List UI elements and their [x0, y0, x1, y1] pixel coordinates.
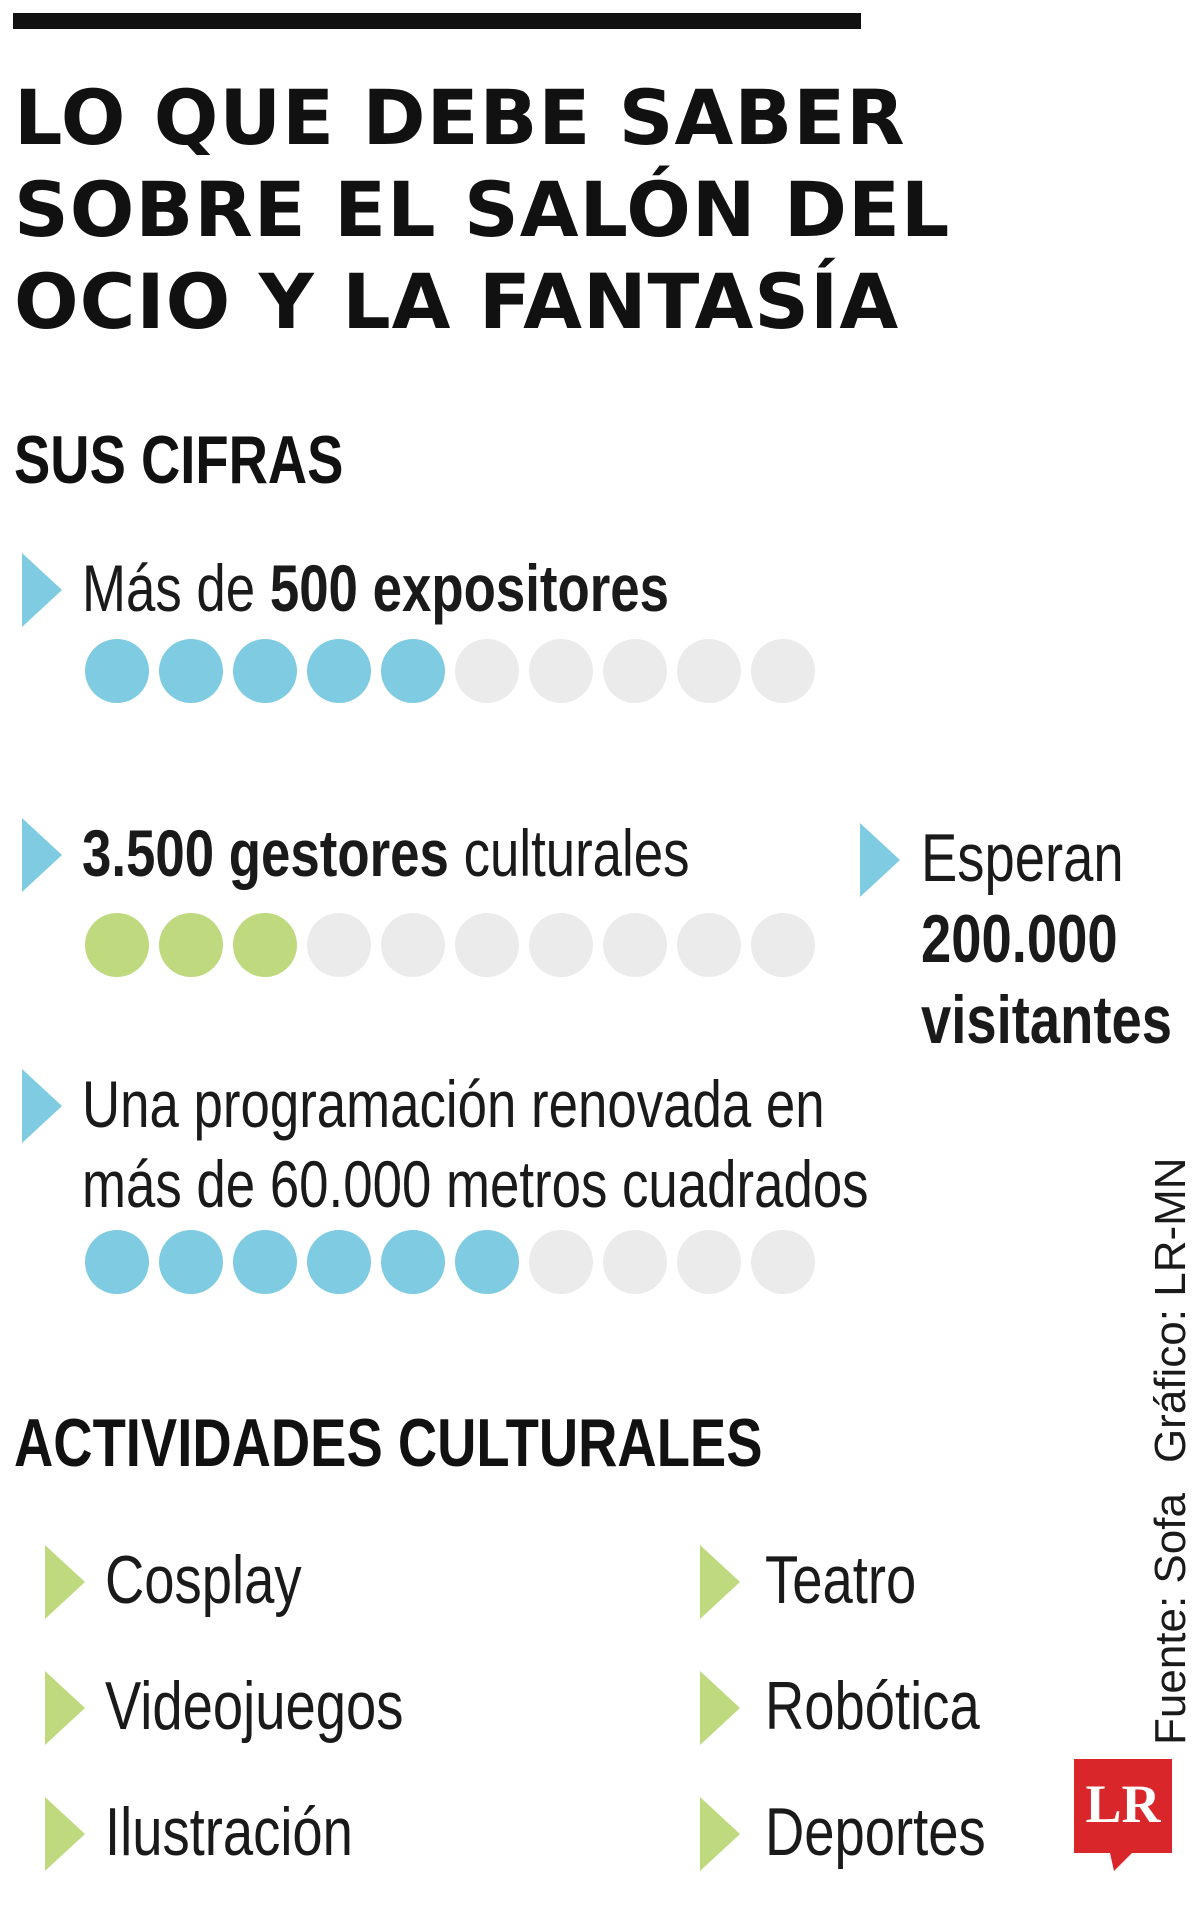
bullet-arrow-icon — [45, 1797, 85, 1871]
credit-source: Fuente: Sofa — [1146, 1493, 1195, 1745]
top-rule — [13, 13, 861, 29]
dot-meter-expositores — [85, 639, 815, 703]
dot-empty — [603, 1230, 667, 1294]
visitors-callout: Esperan 200.000 visitantes — [921, 818, 1172, 1061]
bullet-arrow-icon — [45, 1545, 85, 1619]
activity-item: Deportes — [765, 1794, 986, 1870]
stat-line-1: Una programación renovada en — [82, 1067, 825, 1141]
activity-item: Cosplay — [105, 1542, 302, 1618]
dot-empty — [455, 913, 519, 977]
stat-programacion: Una programación renovada en más de 60.0… — [82, 1064, 869, 1224]
dot-empty — [529, 913, 593, 977]
lr-logo: LR — [1074, 1759, 1172, 1871]
dot-empty — [751, 639, 815, 703]
stat-highlight: 3.500 gestores — [82, 816, 449, 890]
stat-line-2: más de 60.000 metros cuadrados — [82, 1147, 869, 1221]
dot-filled — [233, 1230, 297, 1294]
page-title: LO QUE DEBE SABER SOBRE EL SALÓN DEL OCI… — [14, 72, 951, 348]
dot-filled — [233, 913, 297, 977]
activity-item: Videojuegos — [105, 1668, 404, 1744]
dot-empty — [677, 639, 741, 703]
activities-heading: ACTIVIDADES CULTURALES — [14, 1405, 763, 1481]
dot-empty — [603, 639, 667, 703]
bullet-arrow-icon — [700, 1545, 740, 1619]
dot-empty — [677, 913, 741, 977]
dot-filled — [307, 1230, 371, 1294]
dot-meter-programacion — [85, 1230, 815, 1294]
title-line-2: SOBRE EL SALÓN DEL — [14, 165, 951, 254]
activity-item: Ilustración — [105, 1794, 353, 1870]
dot-filled — [381, 1230, 445, 1294]
dot-empty — [751, 1230, 815, 1294]
bullet-arrow-icon — [22, 1069, 62, 1143]
stat-highlight: 500 expositores — [269, 551, 669, 625]
dot-empty — [307, 913, 371, 977]
dot-filled — [85, 639, 149, 703]
stat-prefix: Más de — [82, 551, 270, 625]
logo-text: LR — [1085, 1774, 1161, 1834]
bullet-arrow-icon — [45, 1671, 85, 1745]
bullet-arrow-icon — [22, 553, 62, 627]
bullet-arrow-icon — [700, 1671, 740, 1745]
title-line-3: OCIO Y LA FANTASÍA — [14, 257, 900, 346]
stat-expositores: Más de 500 expositores — [82, 548, 669, 628]
dot-filled — [85, 1230, 149, 1294]
dot-empty — [603, 913, 667, 977]
dot-filled — [381, 639, 445, 703]
credit-graphic: Gráfico: LR-MN — [1146, 1157, 1195, 1464]
dot-filled — [307, 639, 371, 703]
dot-empty — [677, 1230, 741, 1294]
dot-filled — [455, 1230, 519, 1294]
dot-filled — [159, 1230, 223, 1294]
stat-gestores: 3.500 gestores culturales — [82, 813, 690, 893]
dot-empty — [381, 913, 445, 977]
activity-item: Robótica — [765, 1668, 980, 1744]
figures-heading: SUS CIFRAS — [14, 422, 344, 498]
visitors-line-1: Esperan — [921, 820, 1124, 896]
bullet-arrow-icon — [22, 818, 62, 892]
title-line-1: LO QUE DEBE SABER — [14, 73, 906, 162]
visitors-number: 200.000 — [921, 901, 1118, 977]
dot-empty — [751, 913, 815, 977]
visitors-line-3: visitantes — [921, 982, 1172, 1058]
activity-item: Teatro — [765, 1542, 917, 1618]
bullet-arrow-icon — [860, 823, 900, 897]
dot-filled — [233, 639, 297, 703]
source-credit: Fuente: Sofa Gráfico: LR-MN — [1146, 1157, 1196, 1745]
logo-badge — [1074, 1759, 1172, 1871]
dot-empty — [455, 639, 519, 703]
dot-empty — [529, 639, 593, 703]
stat-suffix: culturales — [448, 816, 690, 890]
dot-empty — [529, 1230, 593, 1294]
bullet-arrow-icon — [700, 1797, 740, 1871]
dot-filled — [85, 913, 149, 977]
dot-meter-gestores — [85, 913, 815, 977]
dot-filled — [159, 913, 223, 977]
dot-filled — [159, 639, 223, 703]
